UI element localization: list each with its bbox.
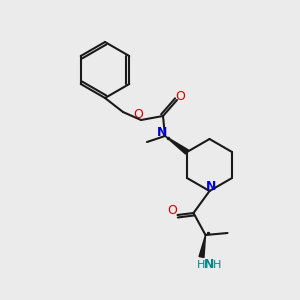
Text: N: N [206, 179, 217, 193]
Text: O: O [175, 91, 185, 103]
Text: O: O [168, 203, 178, 217]
Text: H: H [213, 260, 222, 270]
Text: O: O [133, 109, 143, 122]
Text: H: H [197, 260, 206, 270]
Polygon shape [165, 136, 188, 154]
Text: N: N [204, 259, 215, 272]
Text: N: N [157, 127, 167, 140]
Polygon shape [199, 235, 206, 257]
